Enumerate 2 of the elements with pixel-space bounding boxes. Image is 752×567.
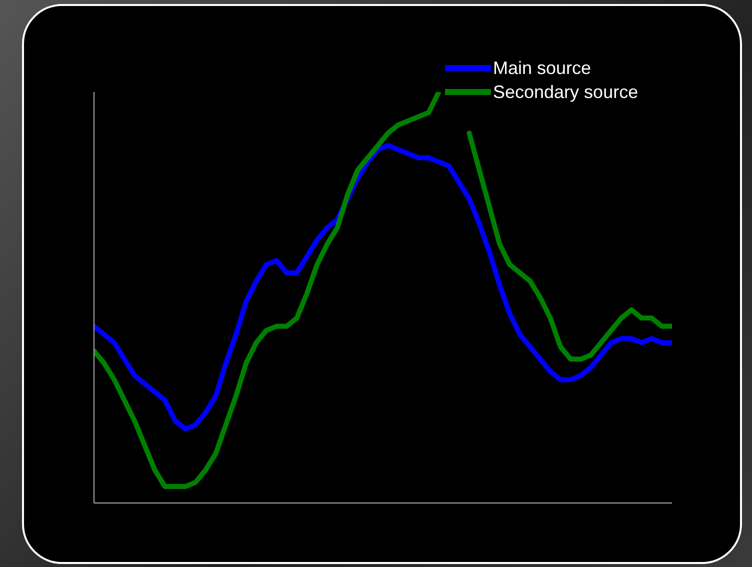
legend-label: Secondary source: [493, 82, 638, 102]
legend-label: Main source: [493, 58, 592, 78]
